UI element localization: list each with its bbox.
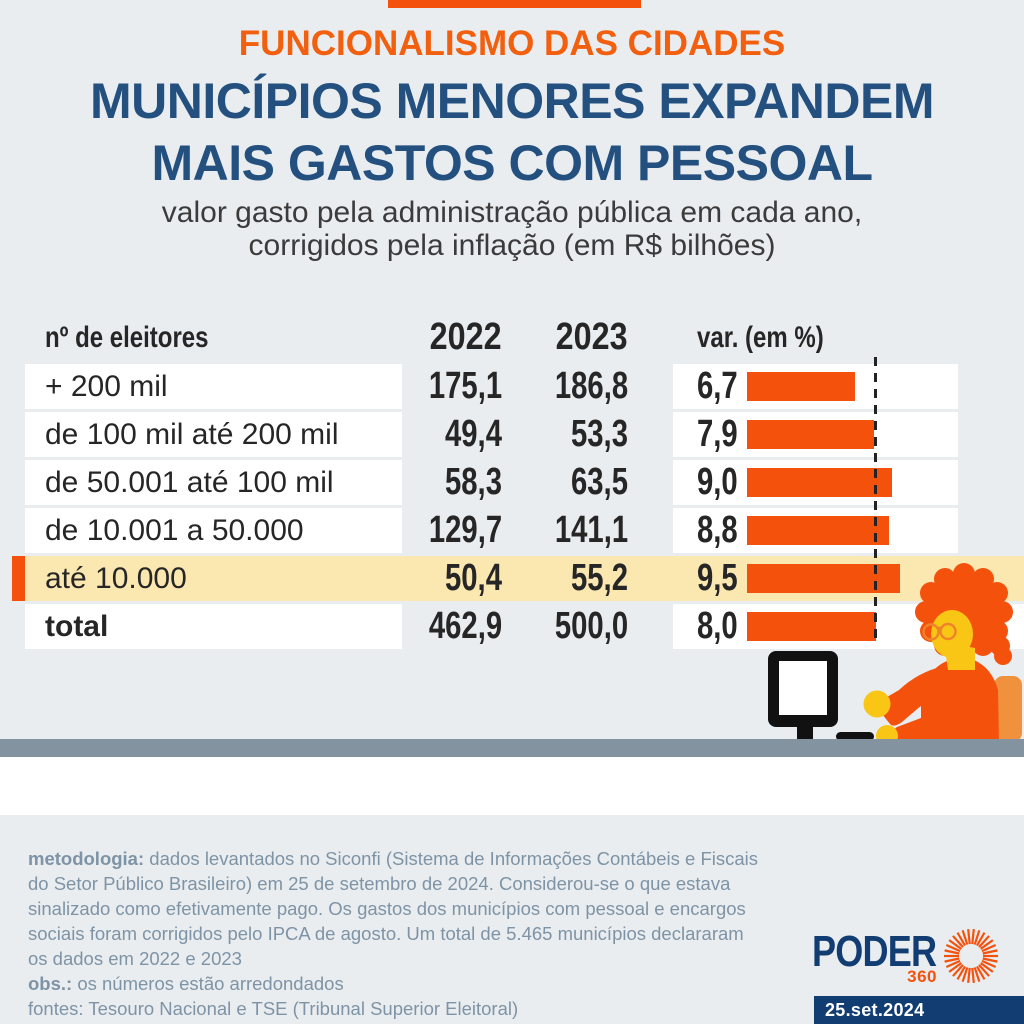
column-header-variation: var. (em %) [697, 321, 824, 354]
row-values-cell: 175,1 186,8 [402, 364, 673, 409]
raised-hand [863, 690, 891, 718]
footer-line: os dados em 2022 e 2023 [28, 948, 242, 969]
main-title-line2: MAIS GASTOS COM PESSOAL [151, 135, 874, 191]
electorate-range-label: de 10.001 a 50.000 [45, 514, 304, 547]
row-variation-cell: 7,9 [673, 412, 958, 457]
row-values-cell: 58,3 63,5 [402, 460, 673, 505]
row-variation-cell: 6,7 [673, 364, 958, 409]
value-2022: 175,1 [428, 365, 502, 407]
variation-bar [747, 420, 874, 449]
variation-percent: 9,5 [697, 557, 738, 599]
value-2023: 141,1 [554, 509, 628, 551]
date-badge: 25.set.2024 [814, 996, 1024, 1024]
value-2022: 462,9 [428, 605, 502, 647]
row-label-cell: + 200 mil [25, 364, 402, 409]
value-2023: 55,2 [571, 557, 628, 599]
row-values-cell: 50,4 55,2 [402, 556, 673, 601]
computer-monitor-icon [768, 651, 838, 740]
footer-line: metodologia: dados levantados no Siconfi… [28, 848, 759, 869]
variation-percent: 8,8 [697, 509, 738, 551]
value-2023: 500,0 [554, 605, 628, 647]
footer-line: do Setor Público Brasileiro) em 25 de se… [28, 873, 731, 894]
chart-subtitle-line2: corrigidos pela inflação (em R$ bilhões) [248, 229, 776, 262]
poder360-logo-suffix: 360 [907, 967, 937, 986]
row-variation-cell: 9,0 [673, 460, 958, 505]
column-header-eleitores: nº de eleitores [45, 321, 209, 354]
variation-percent: 8,0 [697, 605, 738, 647]
row-label-cell: de 10.001 a 50.000 [25, 508, 402, 553]
value-2022: 50,4 [445, 557, 502, 599]
table-row: total 462,9 500,0 8,0 [25, 604, 1024, 649]
variation-bar [747, 516, 889, 545]
methodology-footer: metodologia: dados levantados no Siconfi… [28, 846, 758, 1021]
value-2023: 53,3 [571, 413, 628, 455]
variation-bar [747, 564, 900, 593]
top-accent-tab [388, 0, 641, 8]
highlight-marker [12, 556, 25, 601]
row-variation-cell: 8,8 [673, 508, 958, 553]
row-values-cell: 129,7 141,1 [402, 508, 673, 553]
reference-dashed-line [874, 357, 877, 643]
office-chair-icon [994, 676, 1022, 742]
main-title-line1: MUNICÍPIOS MENORES EXPANDEM [90, 73, 935, 129]
lower-white-band [0, 757, 1024, 815]
row-label-cell: de 100 mil até 200 mil [25, 412, 402, 457]
poder360-sunburst-icon [944, 929, 998, 983]
electorate-range-label: de 100 mil até 200 mil [45, 418, 339, 451]
value-2022: 49,4 [445, 413, 502, 455]
value-2023: 63,5 [571, 461, 628, 503]
table-header-row: nº de eleitores 2022 2023 var. (em %) [25, 315, 958, 360]
chart-subtitle-line1: valor gasto pela administração pública e… [161, 196, 863, 229]
electorate-range-label: de 50.001 até 100 mil [45, 466, 334, 499]
desk-bar [0, 739, 1024, 757]
row-label-cell: de 50.001 até 100 mil [25, 460, 402, 505]
person-body [863, 654, 999, 747]
footer-line: fontes: Tesouro Nacional e TSE (Tribunal… [28, 998, 519, 1019]
poder360-logo-text: PODER [812, 927, 937, 976]
variation-bar [747, 612, 876, 641]
column-header-2022: 2022 [430, 316, 502, 358]
column-header-2023: 2023 [556, 316, 628, 358]
publication-date: 25.set.2024 [825, 1000, 925, 1020]
row-label-cell: até 10.000 [25, 556, 402, 601]
footer-line: sinalizado como efetivamente pago. Os ga… [28, 898, 746, 919]
table-row: + 200 mil 175,1 186,8 6,7 [25, 364, 958, 409]
variation-percent: 6,7 [697, 365, 738, 407]
row-variation-cell: 8,0 [673, 604, 1024, 649]
table-row: de 100 mil até 200 mil 49,4 53,3 7,9 [25, 412, 958, 457]
value-2022: 58,3 [445, 461, 502, 503]
row-label-cell: total [25, 604, 402, 649]
row-values-cell: 462,9 500,0 [402, 604, 673, 649]
electorate-range-label: até 10.000 [45, 562, 187, 595]
kicker-heading: FUNCIONALISMO DAS CIDADES [238, 24, 786, 63]
footer-line: obs.: os números estão arredondados [28, 973, 344, 994]
variation-percent: 9,0 [697, 461, 738, 503]
value-2022: 129,7 [428, 509, 502, 551]
table-row: de 10.001 a 50.000 129,7 141,1 8,8 [25, 508, 958, 553]
value-2023: 186,8 [554, 365, 628, 407]
variation-bar [747, 372, 855, 401]
electorate-range-label: + 200 mil [45, 370, 168, 403]
variation-percent: 7,9 [697, 413, 738, 455]
row-values-cell: 49,4 53,3 [402, 412, 673, 457]
row-variation-cell: 9,5 [673, 556, 1024, 601]
footer-line: sociais foram corrigidos pelo IPCA de ag… [28, 923, 744, 944]
electorate-range-label: total [45, 610, 109, 643]
variation-bar [747, 468, 892, 497]
table-row: de 50.001 até 100 mil 58,3 63,5 9,0 [25, 460, 958, 505]
